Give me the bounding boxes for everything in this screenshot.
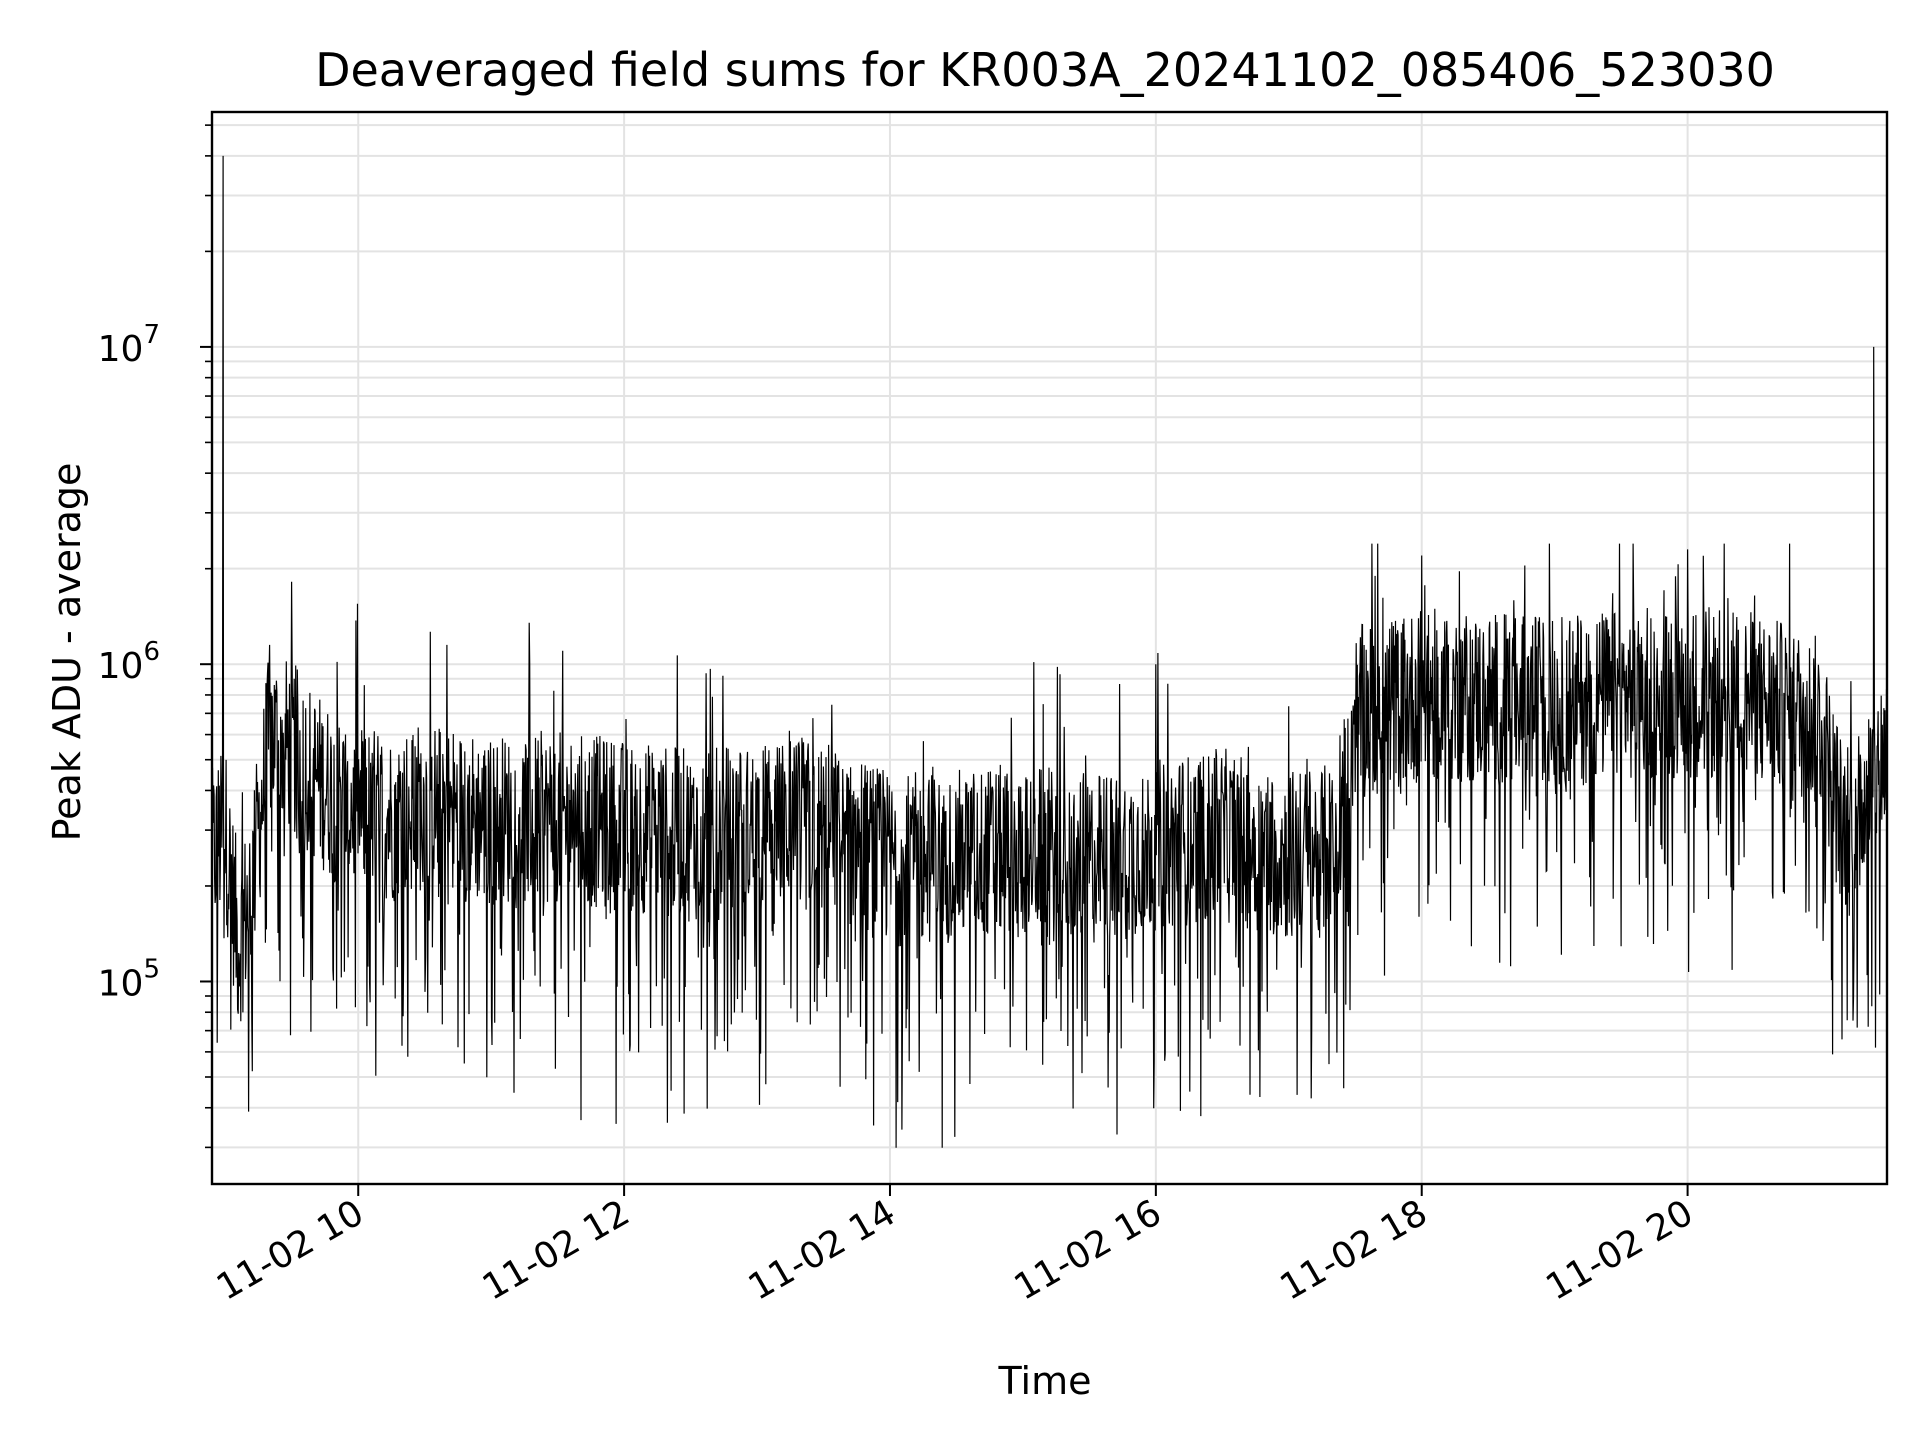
y-axis-label: Peak ADU - average (45, 463, 89, 842)
chart-title: Deaveraged field sums for KR003A_2024110… (315, 43, 1775, 97)
y-tick-label: 107 (98, 320, 160, 370)
series-layer (211, 155, 1888, 1148)
x-axis-label: Time (998, 1359, 1092, 1403)
series-line (211, 155, 1888, 1148)
y-tick-exponent: 6 (143, 637, 160, 667)
y-tick-label: 105 (98, 954, 160, 1004)
y-tick-exponent: 7 (143, 320, 160, 350)
y-tick-base: 10 (98, 646, 144, 687)
y-tick-label: 106 (98, 637, 160, 687)
plot-frame (210, 110, 1889, 1186)
y-tick-exponent: 5 (143, 954, 160, 984)
y-tick-base: 10 (98, 963, 144, 1004)
y-tick-base: 10 (98, 329, 144, 370)
